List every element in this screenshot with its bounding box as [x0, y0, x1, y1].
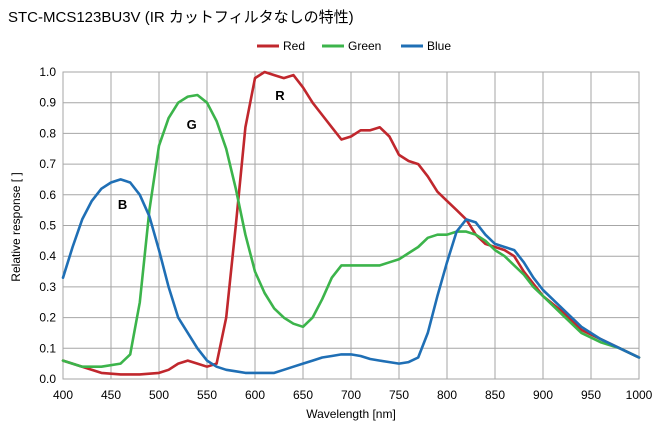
- series-line-blue: [61, 178, 641, 375]
- y-tick-label: 0.4: [39, 249, 56, 263]
- series-line-green: [61, 93, 641, 369]
- x-tick-label: 850: [485, 388, 505, 402]
- y-tick-label: 0.1: [39, 341, 56, 355]
- legend-label-red: Red: [283, 39, 305, 53]
- grid: [62, 71, 640, 380]
- series-line-red: [61, 70, 641, 376]
- annotations: R G B: [118, 88, 285, 212]
- y-axis-label: Relative response [ ]: [9, 172, 23, 281]
- x-tick-labels: 400 450 500 550 600 650 700 750 800 850 900 950 1000: [53, 388, 653, 402]
- y-tick-label: 0.0: [39, 372, 56, 386]
- y-tick-label: 0.8: [39, 126, 56, 140]
- x-axis-label: Wavelength [nm]: [306, 407, 396, 421]
- y-tick-label: 0.5: [39, 219, 56, 233]
- annotation-g: G: [187, 117, 197, 132]
- x-tick-label: 800: [437, 388, 457, 402]
- x-tick-label: 700: [341, 388, 361, 402]
- annotation-r: R: [275, 88, 285, 103]
- y-tick-labels: 0.0 0.1 0.2 0.3 0.4 0.5 0.6 0.7 0.8 0.9 1.0: [39, 65, 56, 386]
- y-tick-label: 0.3: [39, 280, 56, 294]
- x-tick-label: 400: [53, 388, 73, 402]
- x-tick-label: 950: [581, 388, 601, 402]
- x-tick-label: 600: [245, 388, 265, 402]
- legend-label-green: Green: [348, 39, 381, 53]
- x-tick-label: 750: [389, 388, 409, 402]
- y-tick-label: 0.2: [39, 311, 56, 325]
- series-lines: [61, 70, 641, 376]
- legend-label-blue: Blue: [427, 39, 451, 53]
- chart-title: STC-MCS123BU3V (IR カットフィルタなしの特性): [8, 9, 354, 26]
- annotation-b: B: [118, 197, 127, 212]
- legend: Red Green Blue: [257, 39, 451, 53]
- y-tick-label: 0.6: [39, 188, 56, 202]
- y-tick-label: 0.7: [39, 157, 56, 171]
- x-tick-label: 500: [149, 388, 169, 402]
- x-tick-label: 1000: [626, 388, 653, 402]
- y-tick-label: 1.0: [39, 65, 56, 79]
- x-tick-label: 450: [101, 388, 121, 402]
- x-tick-label: 550: [197, 388, 217, 402]
- y-tick-label: 0.9: [39, 96, 56, 110]
- x-tick-label: 900: [533, 388, 553, 402]
- x-tick-label: 650: [293, 388, 313, 402]
